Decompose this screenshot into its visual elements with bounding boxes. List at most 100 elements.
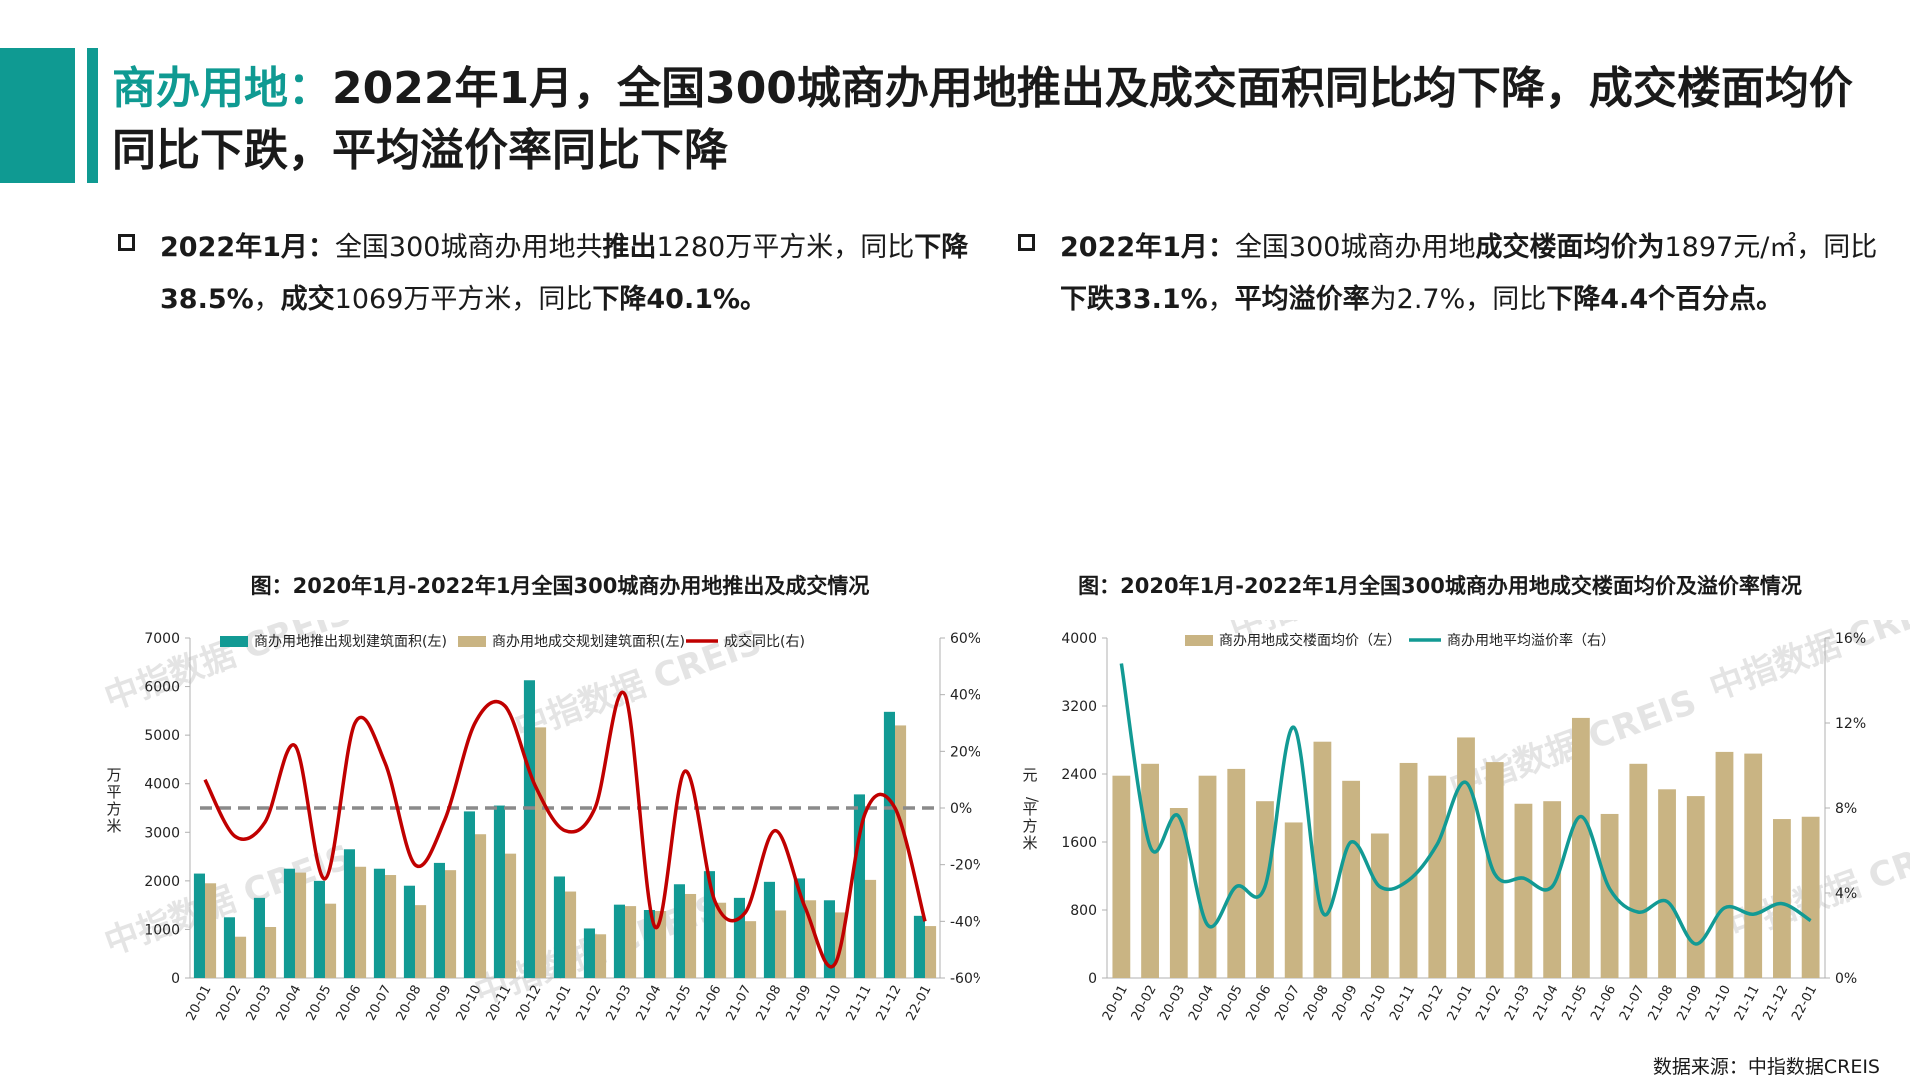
x-tick-label: 20-10 [1358, 983, 1389, 1023]
bar-avg-price [1658, 789, 1676, 978]
y-tick-label: 1600 [1061, 835, 1097, 851]
title-accent-block [0, 48, 75, 183]
y-tick-label: 6000 [144, 680, 180, 696]
bullet-square-icon [118, 234, 135, 251]
bar-avg-price [1543, 801, 1562, 978]
y-tick-label: 3200 [1061, 699, 1097, 715]
bar-transaction-area [235, 936, 247, 978]
y-tick-label: 0 [171, 971, 180, 987]
bullet-segment: 2022年1月： [160, 232, 335, 263]
legend-swatch [220, 636, 248, 647]
bar-supply-area [253, 897, 265, 978]
y-tick-label: 5000 [144, 728, 180, 744]
x-tick-label: 21-03 [604, 983, 635, 1023]
bullet-segment: 2022年1月： [1060, 232, 1235, 263]
x-tick-label: 21-09 [1674, 983, 1705, 1023]
x-tick-label: 21-11 [844, 983, 875, 1023]
bar-transaction-area [205, 883, 217, 978]
x-tick-label: 21-08 [754, 983, 785, 1023]
bar-avg-price [1773, 819, 1791, 978]
bar-transaction-area [655, 910, 667, 978]
bar-supply-area [913, 915, 925, 978]
bullet-supply-transaction: 2022年1月：全国300城商办用地共推出1280万平方米，同比下降38.5%，… [118, 222, 998, 326]
x-tick-label: 22-01 [1789, 983, 1820, 1023]
x-tick-label: 20-03 [244, 983, 275, 1023]
title-accent-line [87, 48, 98, 183]
bar-avg-price [1686, 796, 1705, 978]
y-tick-label: 4000 [1061, 631, 1097, 647]
bar-supply-area [313, 880, 325, 978]
bar-avg-price [1112, 775, 1131, 978]
y-tick-label: 0 [1088, 971, 1097, 987]
bullet-segment: 为2.7%，同比 [1369, 284, 1547, 315]
bar-avg-price [1571, 717, 1590, 978]
bar-transaction-area [865, 879, 877, 978]
y2-tick-label: 0% [950, 801, 972, 817]
x-tick-label: 21-01 [1445, 983, 1476, 1023]
bullet-segment: 下跌33.1% [1060, 284, 1208, 315]
line-series [1119, 663, 1812, 946]
x-tick-label: 21-12 [874, 983, 905, 1023]
bar-avg-price [1600, 813, 1619, 978]
x-tick-label: 21-04 [634, 983, 665, 1023]
bar-avg-price [1284, 822, 1303, 978]
chart-left-title: 图：2020年1月-2022年1月全国300城商办用地推出及成交情况 [250, 574, 870, 598]
title-prefix: 商办用地： [112, 63, 332, 114]
bar-supply-area [853, 794, 865, 978]
bullet-segment: 下降38.5% [160, 232, 969, 315]
bar-supply-area [433, 862, 445, 978]
x-tick-label: 20-04 [274, 983, 305, 1023]
bar-supply-area [673, 884, 685, 978]
x-tick-label: 20-06 [1244, 983, 1275, 1023]
bar-avg-price [1169, 808, 1188, 978]
bar-transaction-area [445, 870, 457, 978]
bar-avg-price [1457, 737, 1475, 978]
bar-avg-price [1428, 775, 1447, 978]
bar-transaction-area [385, 875, 397, 978]
x-tick-label: 20-06 [334, 983, 365, 1023]
x-tick-label: 21-02 [1473, 983, 1504, 1023]
bullet-segment: 下降4.4个百分点。 [1546, 284, 1784, 315]
x-tick-label: 21-06 [694, 983, 725, 1023]
legend-label: 商办用地成交楼面均价（左） [1219, 632, 1401, 649]
x-tick-label: 21-05 [664, 983, 695, 1023]
bar-transaction-area [775, 910, 787, 978]
x-tick-label: 20-08 [394, 983, 425, 1023]
x-tick-label: 20-01 [184, 983, 215, 1023]
legend-swatch [458, 636, 486, 647]
page-title: 商办用地：2022年1月，全国300城商办用地推出及成交面积同比均下降，成交楼面… [112, 58, 1892, 182]
x-tick-label: 20-03 [1157, 983, 1188, 1023]
x-tick-label: 21-12 [1760, 983, 1791, 1023]
y-tick-label: 2400 [1061, 767, 1097, 783]
x-tick-label: 21-02 [574, 983, 605, 1023]
bar-transaction-area [265, 927, 277, 978]
x-tick-label: 21-06 [1588, 983, 1619, 1023]
bar-avg-price [1744, 753, 1763, 978]
bar-transaction-area [295, 872, 307, 978]
y2-tick-label: 8% [1835, 801, 1857, 817]
x-tick-label: 20-05 [1215, 983, 1246, 1023]
data-source: 数据来源：中指数据CREIS [1652, 1056, 1880, 1078]
bullet-square-icon [1018, 234, 1035, 251]
legend-label: 商办用地平均溢价率（右） [1447, 632, 1615, 649]
bar-transaction-area [535, 727, 547, 978]
bar-transaction-area [565, 891, 577, 978]
x-tick-label: 20-02 [1129, 983, 1160, 1023]
bar-avg-price [1370, 833, 1389, 978]
y-tick-label: 1000 [144, 922, 180, 938]
x-tick-label: 21-07 [1617, 983, 1648, 1023]
bar-avg-price [1801, 816, 1820, 978]
y2-tick-label: 0% [1835, 971, 1857, 987]
bar-supply-area [703, 871, 715, 978]
x-tick-label: 21-08 [1646, 983, 1677, 1023]
y2-tick-label: 4% [1835, 886, 1857, 902]
bullet-segment: 1069万平方米，同比 [334, 284, 593, 315]
watermark-text: 中指数据 CREIS [1704, 620, 1910, 708]
bar-supply-area [463, 811, 475, 978]
x-tick-label: 20-12 [1416, 983, 1447, 1023]
x-tick-label: 20-09 [1330, 983, 1361, 1023]
bullet-segment: ， [253, 284, 281, 315]
y-tick-label: 2000 [144, 874, 180, 890]
title-main: 2022年1月，全国300城商办用地推出及成交面积同比均下降，成交楼面均价同比下… [112, 63, 1853, 176]
